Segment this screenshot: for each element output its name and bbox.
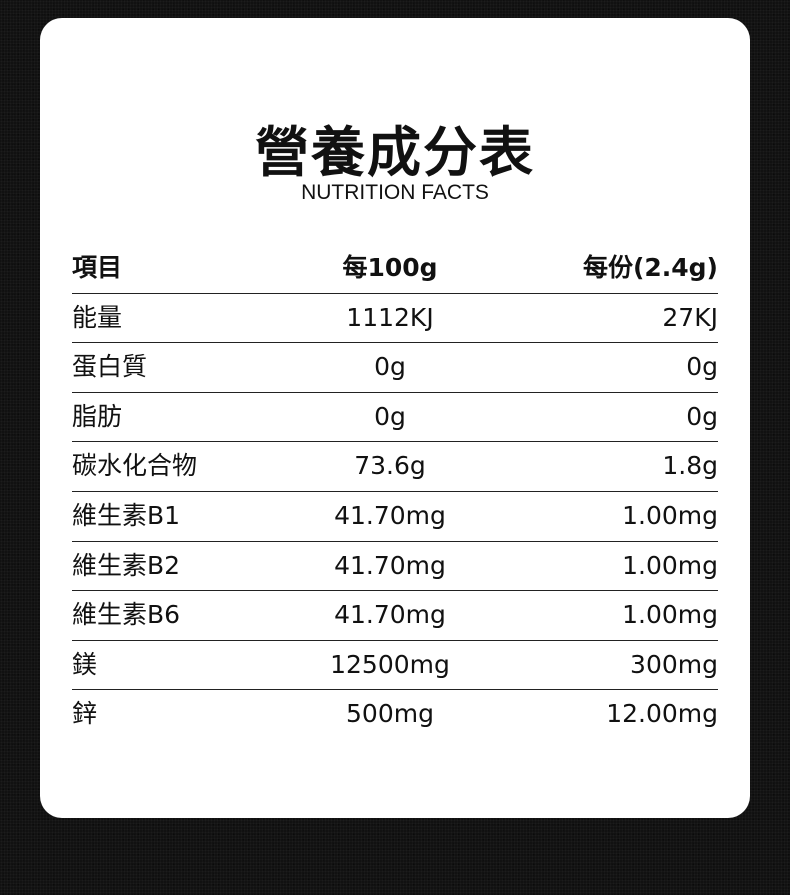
per-serving-value: 0g (686, 352, 718, 382)
per-100g-value: 41.70mg (334, 600, 446, 630)
header-per-serving: 每份(2.4g) (582, 253, 718, 282)
table-row: 碳水化合物 73.6g 1.8g (72, 442, 718, 492)
per-serving-value: 0g (686, 401, 718, 431)
per-serving-value: 1.8g (662, 451, 718, 481)
table-row: 脂肪 0g 0g (72, 393, 718, 443)
item-name: 碳水化合物 (72, 451, 198, 481)
item-name: 脂肪 (72, 401, 123, 431)
per-100g-value: 0g (374, 401, 406, 431)
nutrition-table: 項目 每100g 每份(2.4g) 能量 1112KJ 27KJ 蛋白質 0g 0g 脂肪 0… (72, 244, 718, 740)
per-serving-value: 12.00mg (606, 699, 718, 729)
per-serving-value: 300mg (630, 649, 718, 679)
per-100g-value: 500mg (346, 699, 434, 729)
table-row: 能量 1112KJ 27KJ (72, 294, 718, 344)
per-100g-value: 73.6g (354, 451, 426, 481)
item-name: 鋅 (72, 699, 98, 729)
table-row: 維生素B1 41.70mg 1.00mg (72, 492, 718, 542)
table-row: 蛋白質 0g 0g (72, 343, 718, 393)
header-item: 項目 (72, 253, 123, 282)
table-row: 鋅 500mg 12.00mg (72, 690, 718, 740)
item-name: 能量 (72, 302, 123, 332)
per-serving-value: 27KJ (662, 302, 718, 332)
nutrition-card: 營養成分表 NUTRITION FACTS 項目 每100g 每份(2.4g) … (40, 18, 750, 818)
page-title: 營養成分表 (255, 121, 535, 184)
header-per-100g: 每100g (342, 253, 438, 282)
item-name: 維生素B6 (72, 600, 181, 630)
per-serving-value: 1.00mg (622, 600, 718, 630)
table-row: 維生素B6 41.70mg 1.00mg (72, 591, 718, 641)
item-name: 蛋白質 (72, 352, 148, 382)
per-100g-value: 0g (374, 352, 406, 382)
per-100g-value: 12500mg (330, 649, 450, 679)
page-subtitle: NUTRITION FACTS (301, 181, 489, 204)
per-serving-value: 1.00mg (622, 550, 718, 580)
per-100g-value: 41.70mg (334, 550, 446, 580)
table-header: 項目 每100g 每份(2.4g) (72, 244, 718, 294)
item-name: 維生素B2 (72, 550, 181, 580)
table-row: 維生素B2 41.70mg 1.00mg (72, 542, 718, 592)
table-row: 鎂 12500mg 300mg (72, 641, 718, 691)
item-name: 鎂 (72, 649, 98, 679)
per-100g-value: 41.70mg (334, 500, 446, 530)
per-serving-value: 1.00mg (622, 500, 718, 530)
per-100g-value: 1112KJ (346, 302, 434, 332)
item-name: 維生素B1 (72, 500, 181, 530)
